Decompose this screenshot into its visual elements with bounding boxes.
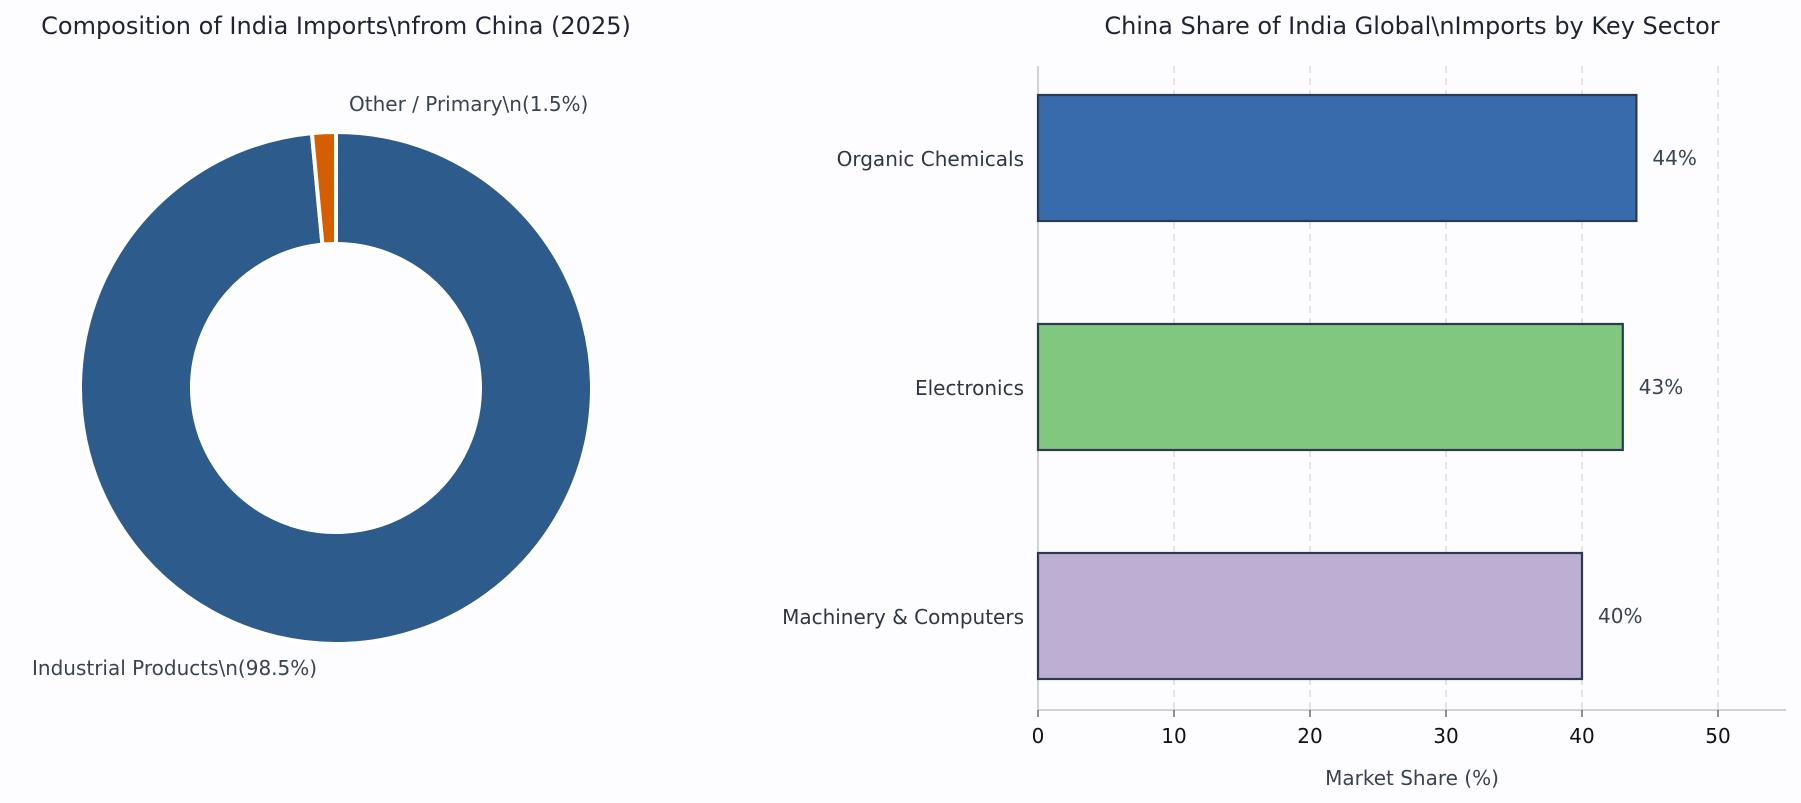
category-label-electronics: Electronics (915, 376, 1024, 400)
slice-label-industrial-products: Industrial Products\n(98.5%) (32, 656, 317, 680)
x-tick-label-20: 20 (1297, 724, 1322, 748)
bar-chart: China Share of India Global\nImports by … (782, 12, 1786, 790)
donut-chart: Composition of India Imports\nfrom China… (32, 12, 631, 680)
bar-electronics (1036, 322, 1624, 452)
x-tick-label-0: 0 (1032, 724, 1045, 748)
value-label-electronics: 43% (1639, 375, 1683, 399)
category-label-machinery-computers: Machinery & Computers (782, 605, 1024, 629)
donut-chart-title: Composition of India Imports\nfrom China… (41, 12, 631, 40)
value-labels: 44% 43% 40% (1598, 146, 1697, 628)
x-tick-label-30: 30 (1433, 724, 1458, 748)
x-tick-label-10: 10 (1161, 724, 1186, 748)
x-axis-title: Market Share (%) (1325, 766, 1499, 790)
donut-slice-industrial-products (78, 129, 594, 646)
donut-slices (78, 129, 594, 646)
slice-label-other-primary: Other / Primary\n(1.5%) (349, 92, 588, 116)
value-label-machinery-computers: 40% (1598, 604, 1642, 628)
bar-marks (1036, 93, 1638, 681)
x-tick-label-40: 40 (1569, 724, 1594, 748)
category-labels: Organic Chemicals Electronics Machinery … (782, 147, 1024, 629)
value-label-organic-chemicals: 44% (1652, 146, 1696, 170)
bar-organic-chemicals (1036, 93, 1638, 223)
category-label-organic-chemicals: Organic Chemicals (837, 147, 1024, 171)
x-tick-label-50: 50 (1705, 724, 1730, 748)
bar-chart-title: China Share of India Global\nImports by … (1104, 12, 1719, 40)
donut-slice-other-primary (309, 129, 338, 247)
bar-machinery-computers (1036, 551, 1584, 681)
x-axis-ticks: 0 10 20 30 40 50 (1032, 710, 1731, 748)
